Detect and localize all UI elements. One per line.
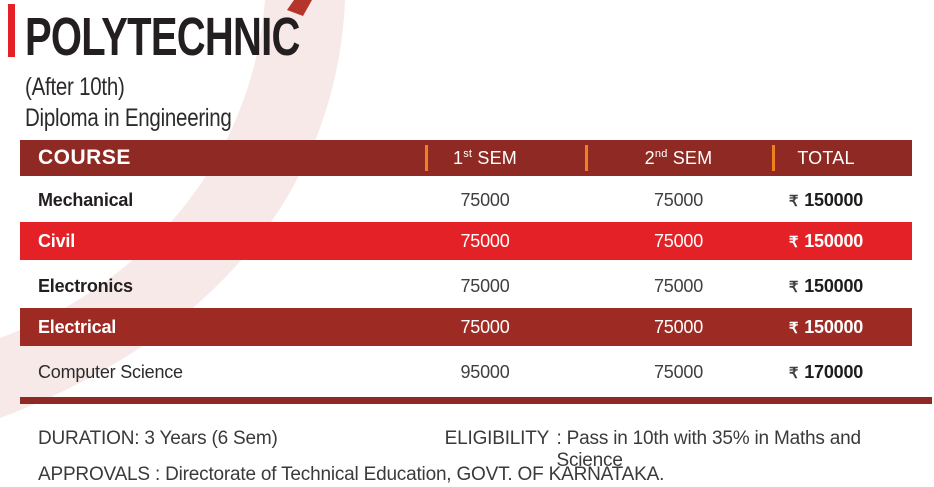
sem2-fee: 75000 bbox=[653, 316, 704, 337]
sem1-fee: 75000 bbox=[460, 190, 510, 210]
course-name: Electronics bbox=[38, 276, 133, 296]
table-row: Mechanical 75000 75000 ₹150000 bbox=[20, 179, 912, 222]
subtitle-diploma: Diploma in Engineering bbox=[25, 103, 232, 132]
divider-bar bbox=[20, 397, 932, 404]
eligibility-value: : Pass in 10th with 35% in Maths and Sci… bbox=[556, 428, 862, 471]
sem2-fee: 75000 bbox=[653, 190, 704, 210]
total-fee: ₹170000 bbox=[772, 362, 912, 383]
red-accent-bar bbox=[8, 4, 15, 57]
sem1-fee: 75000 bbox=[460, 316, 510, 337]
course-name: Electrical bbox=[38, 316, 117, 337]
sem2-fee: 75000 bbox=[653, 230, 704, 251]
total-amount: 150000 bbox=[804, 190, 864, 210]
course-name: Mechanical bbox=[38, 190, 134, 210]
header-column-divider bbox=[585, 145, 588, 171]
column-header-course: COURSE bbox=[38, 146, 131, 169]
header-column-divider bbox=[772, 145, 775, 171]
total-fee: ₹150000 bbox=[772, 276, 912, 297]
rupee-symbol: ₹ bbox=[788, 365, 799, 382]
total-amount: 150000 bbox=[804, 276, 864, 296]
table-row: Civil 75000 75000 ₹150000 bbox=[20, 222, 912, 260]
total-fee: ₹150000 bbox=[772, 231, 912, 252]
duration-value: : 3 Years (6 Sem) bbox=[134, 428, 278, 449]
table-header-row: COURSE 1st SEM 2nd SEM TOTAL bbox=[20, 140, 912, 176]
total-fee: ₹150000 bbox=[772, 317, 912, 338]
table-row: Electronics 75000 75000 ₹150000 bbox=[20, 265, 912, 308]
rupee-symbol: ₹ bbox=[788, 233, 799, 251]
total-amount: 170000 bbox=[804, 362, 864, 382]
rupee-symbol: ₹ bbox=[788, 193, 799, 210]
course-name: Civil bbox=[38, 230, 76, 251]
subtitle-after-10th: (After 10th) bbox=[25, 73, 125, 101]
sem2-fee: 75000 bbox=[653, 276, 704, 296]
duration-label: DURATION bbox=[38, 428, 135, 449]
footer-info-line: DURATION : 3 Years (6 Sem) ELIGIBILITY :… bbox=[38, 428, 930, 472]
duration-info: DURATION : 3 Years (6 Sem) bbox=[38, 428, 445, 472]
rupee-symbol: ₹ bbox=[788, 319, 799, 337]
total-amount: 150000 bbox=[804, 316, 864, 337]
column-header-total: TOTAL bbox=[797, 147, 855, 168]
sem2-fee: 75000 bbox=[653, 362, 704, 382]
sem1-fee: 75000 bbox=[460, 276, 510, 296]
rupee-symbol: ₹ bbox=[788, 279, 799, 296]
fees-table: COURSE 1st SEM 2nd SEM TOTAL Mechanical … bbox=[20, 140, 912, 394]
header-column-divider bbox=[425, 145, 428, 171]
page-title: POLYTECHNIC bbox=[25, 7, 300, 67]
sem1-fee: 75000 bbox=[460, 230, 510, 251]
column-header-sem1: 1st SEM bbox=[453, 147, 517, 168]
course-name: Computer Science bbox=[38, 362, 183, 382]
table-row: Computer Science 95000 75000 ₹170000 bbox=[20, 351, 912, 394]
sem1-fee: 95000 bbox=[460, 362, 510, 382]
approvals-info: APPROVALS : Directorate of Technical Edu… bbox=[38, 464, 665, 485]
table-row: Electrical 75000 75000 ₹150000 bbox=[20, 308, 912, 346]
eligibility-label: ELIGIBILITY bbox=[444, 428, 550, 449]
total-fee: ₹150000 bbox=[772, 190, 912, 211]
table-body: Mechanical 75000 75000 ₹150000 Civil 750… bbox=[20, 179, 912, 394]
eligibility-info: ELIGIBILITY : Pass in 10th with 35% in M… bbox=[445, 428, 930, 472]
title-block: POLYTECHNIC (After 10th) Diploma in Engi… bbox=[25, 10, 396, 133]
column-header-sem2: 2nd SEM bbox=[644, 147, 713, 168]
total-amount: 150000 bbox=[804, 230, 864, 251]
